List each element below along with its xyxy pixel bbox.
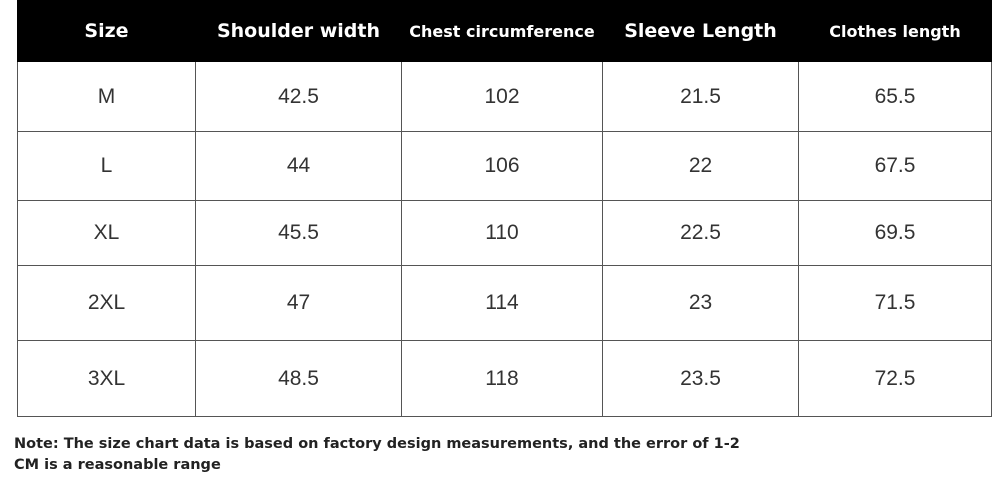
table-row: 3XL 48.5 118 23.5 72.5 — [17, 340, 992, 417]
cell-chest-circumference: 118 — [401, 340, 603, 417]
table-row: 2XL 47 114 23 71.5 — [17, 265, 992, 341]
cell-shoulder-width: 44 — [195, 131, 402, 201]
cell-clothes-length: 72.5 — [798, 340, 992, 417]
cell-shoulder-width: 42.5 — [195, 61, 402, 132]
header-shoulder-width: Shoulder width — [195, 0, 402, 62]
header-size: Size — [17, 0, 196, 62]
cell-clothes-length: 71.5 — [798, 265, 992, 341]
cell-clothes-length: 65.5 — [798, 61, 992, 132]
cell-sleeve-length: 23 — [602, 265, 799, 341]
note-line-2: CM is a reasonable range — [14, 457, 221, 473]
cell-chest-circumference: 106 — [401, 131, 603, 201]
cell-clothes-length: 69.5 — [798, 200, 992, 266]
cell-sleeve-length: 21.5 — [602, 61, 799, 132]
size-chart-table: Size Shoulder width Chest circumference … — [17, 0, 992, 417]
cell-size: 3XL — [17, 340, 196, 417]
cell-clothes-length: 67.5 — [798, 131, 992, 201]
header-chest-circumference: Chest circumference — [401, 0, 603, 62]
cell-sleeve-length: 23.5 — [602, 340, 799, 417]
measurement-note: Note: The size chart data is based on fa… — [14, 434, 774, 476]
cell-chest-circumference: 110 — [401, 200, 603, 266]
table-row: XL 45.5 110 22.5 69.5 — [17, 200, 992, 266]
cell-size: 2XL — [17, 265, 196, 341]
cell-shoulder-width: 48.5 — [195, 340, 402, 417]
note-line-1: Note: The size chart data is based on fa… — [14, 436, 740, 452]
header-row: Size Shoulder width Chest circumference … — [17, 0, 992, 62]
cell-chest-circumference: 102 — [401, 61, 603, 132]
table-row: L 44 106 22 67.5 — [17, 131, 992, 201]
cell-shoulder-width: 45.5 — [195, 200, 402, 266]
table-row: M 42.5 102 21.5 65.5 — [17, 61, 992, 132]
cell-size: L — [17, 131, 196, 201]
header-clothes-length: Clothes length — [798, 0, 992, 62]
cell-sleeve-length: 22.5 — [602, 200, 799, 266]
cell-size: XL — [17, 200, 196, 266]
cell-size: M — [17, 61, 196, 132]
cell-shoulder-width: 47 — [195, 265, 402, 341]
cell-chest-circumference: 114 — [401, 265, 603, 341]
header-sleeve-length: Sleeve Length — [602, 0, 799, 62]
cell-sleeve-length: 22 — [602, 131, 799, 201]
